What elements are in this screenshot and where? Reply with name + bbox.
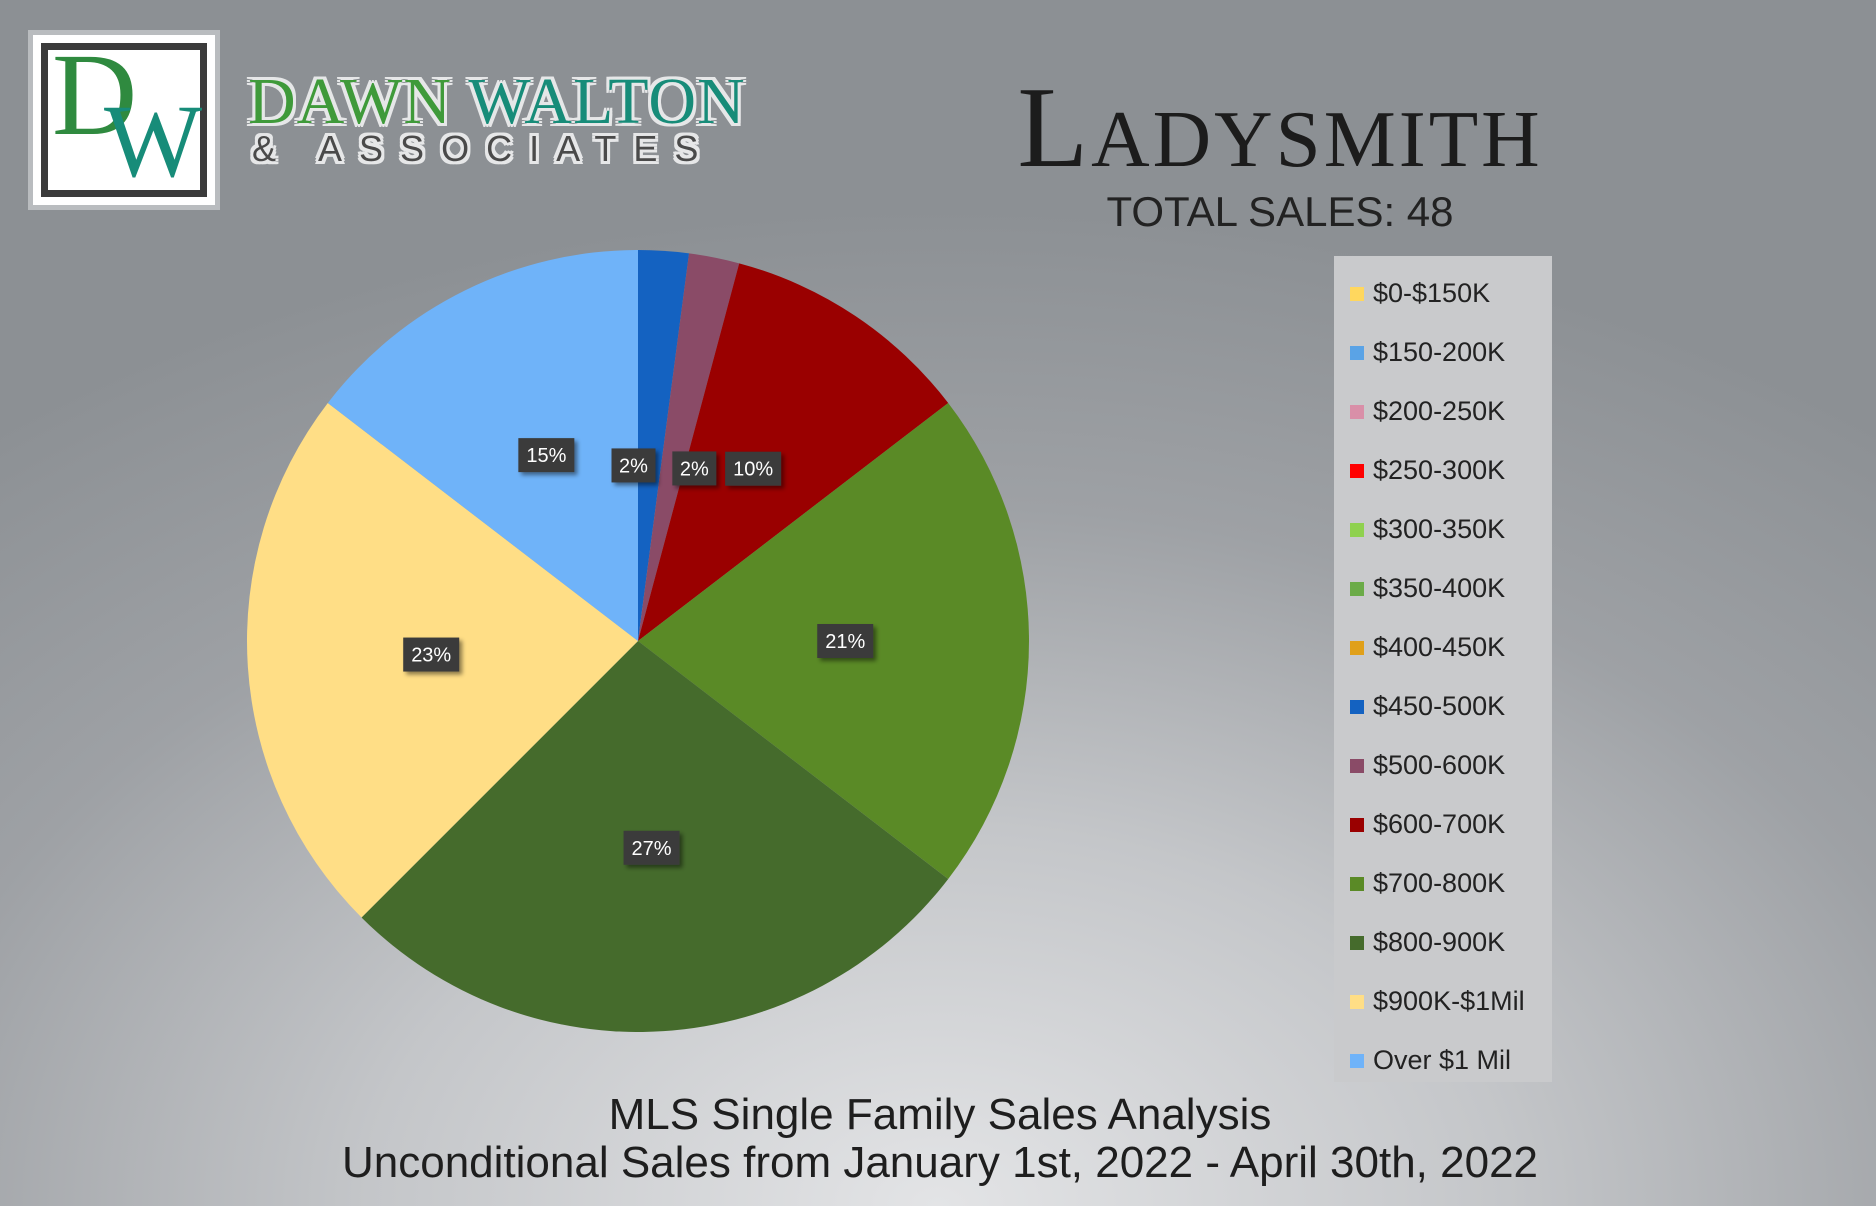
pie-data-label-group-12: 23% (403, 637, 460, 672)
pie-slice-8 (638, 253, 740, 641)
legend-swatch (1350, 994, 1364, 1009)
legend-swatch (1350, 876, 1364, 891)
legend-label: $900K-$1Mil (1373, 986, 1525, 1016)
chart-footer-title: MLS Single Family Sales Analysis (608, 1090, 1272, 1139)
pie-slice-7 (638, 250, 690, 641)
page-title: Ladysmith (1017, 64, 1543, 192)
legend-item: $300-350K (1334, 500, 1552, 559)
legend-swatch (1350, 581, 1364, 596)
pie-data-label-group-9: 10% (725, 451, 782, 486)
pie-slice-13 (327, 250, 638, 641)
legend-item: $450-500K (1334, 677, 1552, 736)
logo-letter-d: D (52, 29, 138, 160)
pie-data-label: 15% (526, 445, 566, 467)
pie-data-label-box (403, 637, 460, 672)
pie-slice-9 (638, 263, 949, 641)
legend-item: $350-400K (1334, 559, 1552, 618)
logo-frame: D W (41, 36, 207, 199)
legend-swatch (1350, 286, 1364, 301)
legend-swatch (1350, 817, 1364, 832)
legend-item: $600-700K (1334, 795, 1552, 854)
legend-label: $500-600K (1373, 750, 1506, 780)
legend-swatch (1350, 1053, 1364, 1068)
legend-swatch (1350, 758, 1364, 773)
legend-label: $600-700K (1373, 809, 1506, 839)
pie-data-label: 23% (411, 645, 451, 667)
legend-label: $450-500K (1373, 691, 1506, 721)
pie-data-label-box (611, 448, 656, 483)
pie-data-label-box (623, 830, 680, 865)
pie-data-label-group-11: 27% (623, 830, 680, 865)
pie-data-label: 27% (632, 838, 672, 860)
brand-name: DAWN WALTON (248, 64, 746, 140)
legend-swatch (1350, 699, 1364, 714)
pie-data-label-box (518, 438, 575, 473)
pie-data-label-group-8: 2% (672, 451, 717, 486)
legend-label: $300-350K (1373, 514, 1506, 544)
legend-label: $350-400K (1373, 573, 1506, 603)
legend-item: $500-600K (1334, 736, 1552, 795)
pie-data-label-box (672, 451, 717, 486)
legend-item: $900K-$1Mil (1334, 972, 1552, 1031)
legend-label: $800-900K (1373, 927, 1506, 957)
total-sales: TOTAL SALES: 48 (1106, 188, 1454, 235)
pie-data-label: 2% (619, 455, 648, 477)
pie-data-label-group-13: 15% (518, 438, 575, 473)
legend-item: $200-250K (1334, 382, 1552, 441)
brand-name-first: DAWN (248, 65, 452, 138)
pie-data-label: 21% (825, 631, 865, 653)
legend-label: $700-800K (1373, 868, 1506, 898)
legend-label: $200-250K (1373, 396, 1506, 426)
legend-swatch (1350, 522, 1364, 537)
legend-label: $150-200K (1373, 337, 1506, 367)
logo-letter-w: W (104, 84, 203, 199)
legend-item: $250-300K (1334, 441, 1552, 500)
legend-swatch (1350, 640, 1364, 655)
legend-item: $150-200K (1334, 323, 1552, 382)
pie-data-label-box (725, 451, 782, 486)
legend-item: $700-800K (1334, 854, 1552, 913)
chart-footer-subtitle: Unconditional Sales from January 1st, 20… (341, 1138, 1539, 1187)
legend-item: $0-$150K (1334, 264, 1552, 323)
pie-data-label-group-10: 21% (817, 624, 874, 658)
legend-swatch (1350, 404, 1364, 419)
legend-swatch (1350, 345, 1364, 360)
pie-data-label-box (817, 624, 874, 658)
brand-name-last: WALTON (468, 65, 746, 138)
legend-label: $400-450K (1373, 632, 1506, 662)
logo: D W (28, 30, 220, 210)
legend-label: Over $1 Mil (1373, 1045, 1512, 1075)
legend-swatch (1350, 935, 1364, 950)
pie-data-label-group-7: 2% (611, 448, 656, 483)
legend-swatch (1350, 463, 1364, 478)
pie-data-label: 2% (680, 458, 709, 480)
legend-item: $400-450K (1334, 618, 1552, 677)
legend-label: $250-300K (1373, 455, 1506, 485)
legend-label: $0-$150K (1373, 278, 1491, 308)
pie-data-label: 10% (733, 459, 773, 481)
legend-item: Over $1 Mil (1334, 1031, 1552, 1090)
chart-legend: $0-$150K $150-200K $200-250K $250-300K $300-… (1334, 256, 1552, 1082)
brand-subtitle: & ASSOCIATES (252, 128, 716, 169)
legend-item: $800-900K (1334, 913, 1552, 972)
